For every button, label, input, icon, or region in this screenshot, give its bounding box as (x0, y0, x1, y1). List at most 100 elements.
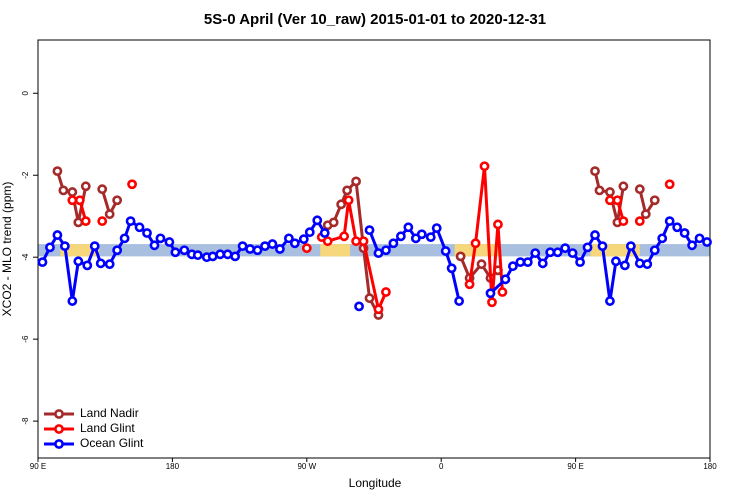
legend-label: Ocean Glint (80, 436, 144, 450)
data-point (560, 243, 571, 254)
data-point (567, 248, 578, 258)
legend-marker (54, 409, 64, 419)
data-point (687, 240, 697, 251)
data-point (605, 187, 615, 197)
legend-label: Land Glint (80, 421, 135, 435)
data-point (97, 184, 108, 195)
data-point (618, 216, 629, 227)
data-point (104, 209, 115, 220)
data-point (80, 216, 91, 227)
data-point (339, 231, 350, 242)
data-point (552, 247, 563, 258)
data-point (95, 258, 106, 269)
data-point (67, 195, 78, 206)
data-point (358, 236, 369, 247)
data-point (694, 233, 705, 244)
y-tick-label: 0 (21, 91, 30, 96)
chart-title: 5S-0 April (Ver 10_raw) 2015-01-01 to 20… (204, 11, 546, 28)
data-point (373, 248, 384, 258)
x-tick-label: 180 (703, 462, 717, 471)
x-tick-label: 90 E (567, 462, 583, 471)
data-point (289, 238, 300, 249)
data-point (351, 176, 361, 187)
data-point (485, 288, 496, 299)
data-point (649, 245, 660, 256)
data-point (605, 195, 615, 206)
data-point (373, 304, 384, 315)
data-point (298, 234, 309, 245)
band-highlight (320, 244, 351, 257)
data-point (112, 195, 123, 206)
data-point (37, 257, 48, 268)
data-point (342, 185, 353, 196)
data-point (642, 259, 653, 270)
x-tick-label: 0 (439, 462, 444, 471)
data-point (45, 242, 55, 253)
x-axis-label: Longitude (349, 476, 402, 490)
data-point (590, 230, 600, 240)
data-point (464, 279, 475, 290)
data-point (304, 227, 315, 238)
data-point (640, 209, 651, 220)
data-point (381, 245, 391, 256)
data-point (403, 222, 414, 233)
data-point (275, 244, 285, 254)
x-tick-label: 90 W (297, 462, 316, 471)
data-point (58, 185, 69, 196)
data-point (89, 241, 100, 252)
data-point (328, 217, 339, 228)
data-point (634, 216, 645, 227)
data-point (343, 195, 354, 206)
data-point (634, 258, 645, 269)
data-point (142, 228, 152, 238)
data-point (679, 228, 690, 238)
data-point (440, 246, 451, 256)
legend-marker (54, 424, 64, 434)
data-point (125, 216, 136, 227)
data-point (664, 179, 675, 190)
data-point (594, 185, 605, 196)
data-point (267, 239, 278, 249)
data-point (530, 248, 541, 258)
data-point (493, 219, 503, 230)
data-point (283, 233, 294, 244)
data-point (301, 243, 312, 254)
y-tick-label: -2 (21, 171, 30, 179)
data-point (582, 242, 593, 253)
data-point (155, 233, 166, 244)
data-point (597, 241, 608, 252)
data-point (104, 259, 115, 270)
data-point (454, 296, 465, 306)
data-point (545, 247, 556, 258)
data-point (497, 287, 508, 297)
data-point (575, 257, 585, 268)
data-point (416, 229, 427, 240)
series-line (468, 164, 504, 304)
data-point (82, 260, 93, 271)
data-point (336, 199, 347, 210)
data-point (207, 251, 218, 262)
data-point (67, 296, 78, 306)
data-point (74, 195, 85, 206)
data-point (672, 222, 683, 233)
data-point (590, 166, 600, 177)
data-point (388, 238, 399, 249)
data-point (649, 195, 660, 206)
data-point (702, 237, 712, 247)
data-point (319, 228, 330, 238)
data-point (634, 184, 645, 195)
data-point (59, 241, 70, 252)
data-point (119, 233, 130, 244)
data-point (260, 241, 270, 252)
data-point (52, 230, 63, 240)
data-point (605, 296, 615, 306)
data-point (73, 256, 84, 267)
data-point (537, 258, 548, 269)
y-tick-label: -4 (21, 253, 30, 261)
y-tick-label: -6 (21, 335, 30, 343)
data-point (52, 166, 63, 177)
data-point (664, 216, 675, 227)
data-point (625, 241, 636, 252)
data-point (149, 240, 160, 251)
data-point (479, 161, 490, 172)
